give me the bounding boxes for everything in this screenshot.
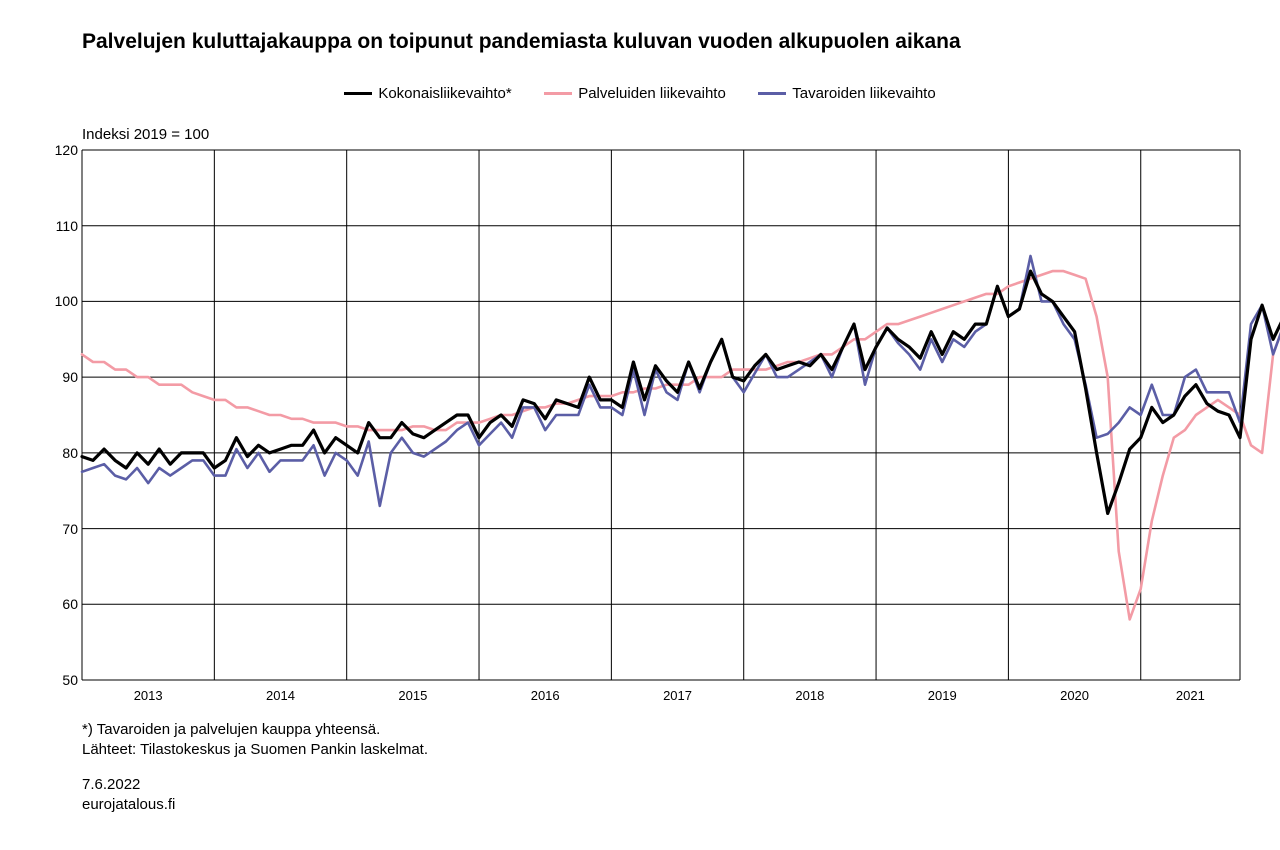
x-tick-label: 2016 <box>531 688 560 703</box>
x-tick-label: 2014 <box>266 688 295 703</box>
x-tick-label: 2015 <box>398 688 427 703</box>
x-tick-label: 2017 <box>663 688 692 703</box>
y-tick-label: 70 <box>62 521 78 537</box>
y-tick-label: 100 <box>55 293 78 309</box>
source-label: eurojatalous.fi <box>82 795 175 815</box>
y-tick-label: 90 <box>62 369 78 385</box>
x-tick-label: 2018 <box>795 688 824 703</box>
footnote: *) Tavaroiden ja palvelujen kauppa yhtee… <box>82 720 380 740</box>
chart-container: Palvelujen kuluttajakauppa on toipunut p… <box>0 0 1280 850</box>
x-tick-label: 2013 <box>134 688 163 703</box>
x-tick-label: 2019 <box>928 688 957 703</box>
x-tick-label: 2020 <box>1060 688 1089 703</box>
y-tick-label: 80 <box>62 445 78 461</box>
x-tick-label: 2021 <box>1176 688 1205 703</box>
y-tick-label: 120 <box>55 142 78 158</box>
y-tick-label: 60 <box>62 596 78 612</box>
y-tick-label: 110 <box>56 218 78 234</box>
source-note: Lähteet: Tilastokeskus ja Suomen Pankin … <box>82 740 428 760</box>
y-tick-label: 50 <box>62 672 78 688</box>
date-label: 7.6.2022 <box>82 775 140 795</box>
